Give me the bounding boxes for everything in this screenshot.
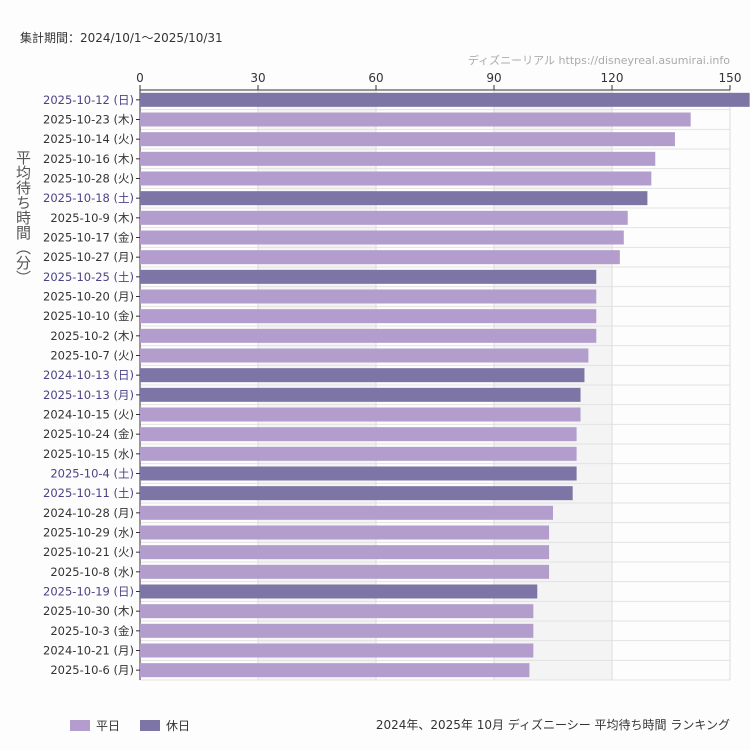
bar: [140, 427, 577, 442]
bar: [140, 505, 553, 520]
x-tick-label: 150: [719, 71, 742, 85]
y-tick-label: 2025-10-23 (木): [43, 113, 134, 127]
y-tick-label: 2024-10-15 (火): [43, 408, 134, 422]
y-tick-label: 2024-10-13 (日): [43, 368, 134, 382]
bar: [140, 250, 620, 265]
bar: [140, 328, 597, 343]
legend-label-holiday: 休日: [166, 719, 191, 733]
y-tick-label: 2025-10-17 (金): [43, 231, 134, 245]
y-tick-label: 2025-10-9 (木): [50, 211, 134, 225]
y-tick-label: 2025-10-27 (月): [43, 250, 134, 264]
y-tick-label: 2025-10-24 (金): [43, 427, 134, 441]
y-tick-label: 2025-10-13 (月): [43, 388, 134, 402]
y-tick-label: 2025-10-7 (火): [50, 349, 134, 363]
y-tick-label: 2025-10-18 (土): [43, 191, 134, 205]
y-tick-label: 2025-10-8 (水): [50, 565, 134, 579]
y-tick-label: 2025-10-4 (土): [50, 467, 134, 481]
y-tick-label: 2025-10-14 (火): [43, 132, 134, 146]
y-tick-label: 2025-10-19 (日): [43, 585, 134, 599]
y-tick-label: 2024-10-28 (月): [43, 506, 134, 520]
bar: [140, 643, 534, 658]
bar: [140, 132, 675, 147]
y-tick-label: 2025-10-28 (火): [43, 172, 134, 186]
bar: [140, 309, 597, 324]
y-tick-label: 2025-10-25 (土): [43, 270, 134, 284]
bar: [140, 584, 538, 599]
x-tick-label: 120: [601, 71, 624, 85]
bar: [140, 151, 656, 166]
y-tick-label: 2025-10-12 (日): [43, 93, 134, 107]
y-tick-label: 2025-10-29 (水): [43, 526, 134, 540]
bar: [140, 564, 550, 579]
bar: [140, 368, 585, 383]
bar: [140, 604, 534, 619]
bar: [140, 289, 597, 304]
bar: [140, 466, 577, 481]
y-axis-label: 平均待ち時間（分）: [14, 150, 32, 285]
legend-swatch-holiday: [140, 720, 161, 731]
legend-item-holiday[interactable]: 休日: [140, 717, 190, 734]
y-tick-label: 2025-10-15 (水): [43, 447, 134, 461]
bar: [140, 446, 577, 461]
x-tick-label: 30: [250, 71, 265, 85]
legend: 平日 休日: [70, 717, 190, 734]
x-tick-label: 0: [136, 71, 144, 85]
y-tick-label: 2025-10-30 (木): [43, 604, 134, 618]
y-tick-label: 2024-10-21 (月): [43, 644, 134, 658]
aggregation-period: 集計期間：2024/10/1〜2025/10/31: [20, 31, 223, 45]
bar: [140, 171, 652, 186]
legend-label-weekday: 平日: [96, 719, 121, 733]
y-tick-label: 2025-10-21 (火): [43, 545, 134, 559]
legend-item-weekday[interactable]: 平日: [70, 717, 120, 734]
y-tick-label: 2025-10-16 (木): [43, 152, 134, 166]
bar: [140, 230, 624, 245]
bar: [140, 525, 550, 540]
bar: [140, 663, 530, 678]
x-tick-label: 90: [486, 71, 501, 85]
bar: [140, 486, 573, 501]
bar: [140, 387, 581, 402]
site-credit: ディズニーリアル https://disneyreal.asumirai.inf…: [467, 54, 730, 67]
y-tick-label: 2025-10-11 (土): [43, 486, 134, 500]
x-tick-label: 60: [368, 71, 383, 85]
y-tick-label: 2025-10-10 (金): [43, 309, 134, 323]
y-tick-label: 2025-10-2 (木): [50, 329, 134, 343]
bar: [140, 112, 691, 127]
bar: [140, 92, 750, 107]
bar: [140, 348, 589, 363]
y-tick-label: 2025-10-20 (月): [43, 290, 134, 304]
y-tick-label: 2025-10-3 (金): [50, 624, 134, 638]
bar-chart: 0 30 60 90 120 150 2025-10-12 (日) 2025-10-23 (木…: [43, 71, 750, 681]
legend-swatch-weekday: [70, 720, 90, 731]
bar: [140, 545, 550, 560]
bar: [140, 269, 597, 284]
bar: [140, 191, 648, 206]
chart-title: 2024年、2025年 10月 ディズニーシー 平均待ち時間 ランキング: [375, 718, 730, 732]
y-tick-label: 2025-10-6 (月): [50, 663, 134, 677]
bar: [140, 210, 628, 225]
bar: [140, 623, 534, 638]
bar: [140, 407, 581, 422]
